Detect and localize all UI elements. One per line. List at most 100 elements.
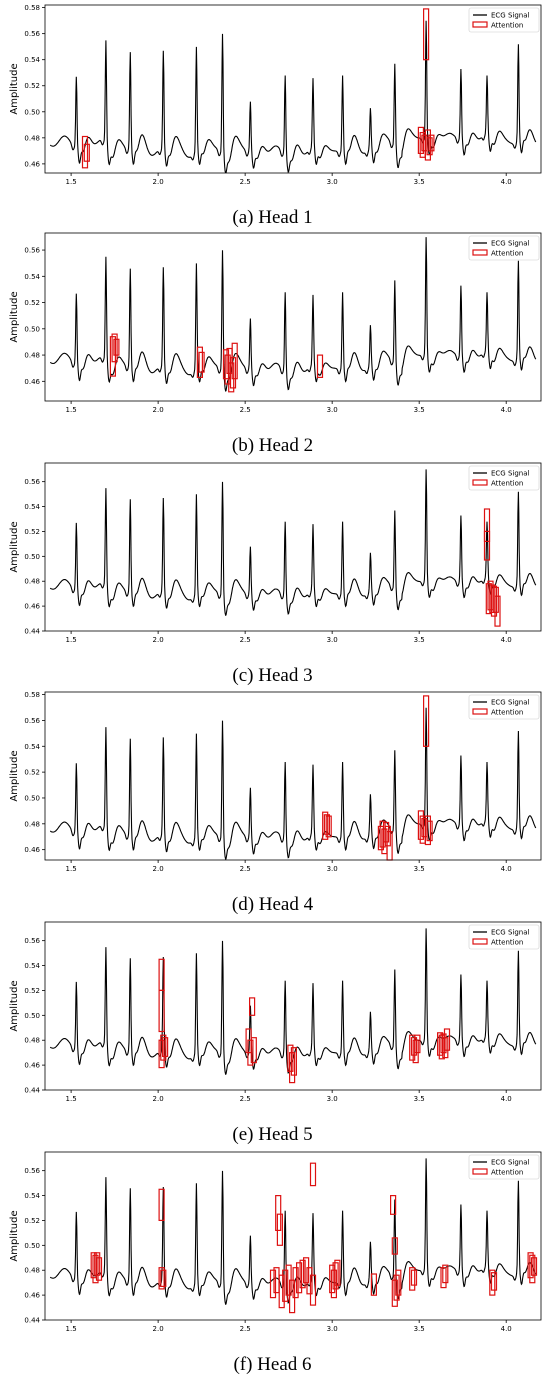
chart-svg: 1.5 2.0 2.5 3.0 3.5 4.0 0.44 0.46 0.48 0.50 0.52 0.… xyxy=(9,462,542,644)
y-tick-label: 0.44 xyxy=(24,1087,40,1095)
attention-box xyxy=(309,1162,317,1187)
y-tick-label: 0.50 xyxy=(24,108,40,116)
attention-box xyxy=(424,815,431,846)
legend-label-attention: Attention xyxy=(491,22,523,30)
y-tick-label: 0.46 xyxy=(24,846,40,854)
attention-box xyxy=(94,1252,101,1276)
attention-box xyxy=(81,135,89,169)
attention-box xyxy=(229,357,237,389)
y-tick-label: 0.46 xyxy=(24,1062,40,1070)
attention-box xyxy=(289,1279,296,1314)
attention-box xyxy=(323,814,330,835)
attention-box xyxy=(492,586,499,613)
attention-box xyxy=(443,1028,451,1051)
axes-frame xyxy=(44,462,542,632)
x-tick-label: 4.0 xyxy=(501,406,512,414)
attention-box xyxy=(160,1034,167,1061)
chart-svg: 1.5 2.0 2.5 3.0 3.5 4.0 0.44 0.46 0.48 0.50 0.52 0.… xyxy=(9,921,542,1103)
legend-label-signal: ECG Signal xyxy=(491,929,530,937)
y-tick-label: 0.56 xyxy=(24,478,40,486)
x-tick-label: 4.0 xyxy=(501,636,512,644)
x-tick-label: 3.5 xyxy=(414,636,425,644)
attention-box xyxy=(95,1257,103,1281)
attention-box xyxy=(395,1269,402,1296)
attention-box xyxy=(489,1269,496,1296)
attention-box xyxy=(250,1037,257,1064)
y-axis-label: Amplitude xyxy=(9,63,20,114)
attention-box xyxy=(83,143,90,162)
x-tick-label: 3.0 xyxy=(327,406,338,414)
y-tick-label: 0.54 xyxy=(24,962,40,970)
legend-label-signal: ECG Signal xyxy=(491,240,530,248)
y-tick-label: 0.50 xyxy=(24,325,40,333)
y-tick-label: 0.46 xyxy=(24,160,40,168)
y-tick-label: 0.52 xyxy=(24,528,40,536)
x-tick-label: 3.5 xyxy=(414,406,425,414)
y-tick-label: 0.56 xyxy=(24,30,40,38)
legend-attention-swatch xyxy=(472,1168,488,1175)
y-tick-label: 0.52 xyxy=(24,299,40,307)
legend-attention-swatch xyxy=(472,249,488,256)
legend-attention-swatch xyxy=(472,938,488,945)
axes-frame xyxy=(44,4,542,174)
attention-box xyxy=(158,1039,165,1069)
y-tick-label: 0.48 xyxy=(24,352,40,360)
attention-box xyxy=(428,134,435,152)
panel-caption: (e) Head 5 xyxy=(232,1124,313,1145)
attention-box xyxy=(412,1039,419,1064)
x-tick-label: 2.5 xyxy=(240,178,251,186)
attention-box xyxy=(247,1039,254,1066)
ecg-signal-line xyxy=(49,237,537,392)
chart-panel-6: 1.5 2.0 2.5 3.0 3.5 4.0 0.44 0.46 0.48 0.50 0.52 0.… xyxy=(0,1147,545,1377)
y-tick-label: 0.48 xyxy=(24,820,40,828)
attention-box xyxy=(160,1269,167,1287)
attention-box xyxy=(417,810,424,840)
attention-box xyxy=(292,1267,299,1299)
x-tick-label: 2.5 xyxy=(240,636,251,644)
y-axis-label: Amplitude xyxy=(9,291,20,342)
legend-label-attention: Attention xyxy=(491,250,523,258)
attention-box xyxy=(231,342,238,380)
legend-label-attention: Attention xyxy=(491,709,523,717)
attention-box xyxy=(158,989,165,1033)
attention-box xyxy=(490,585,498,617)
attention-box xyxy=(309,1274,317,1306)
chart-svg: 1.5 2.0 2.5 3.0 3.5 4.0 0.46 0.48 0.50 0.52 0.54 0.… xyxy=(9,691,542,873)
attention-box xyxy=(410,1269,418,1286)
attention-box xyxy=(334,1259,341,1286)
x-tick-label: 2.0 xyxy=(153,865,164,873)
attention-box xyxy=(424,129,431,161)
attention-box xyxy=(275,1194,282,1231)
x-tick-label: 1.5 xyxy=(66,406,77,414)
panel-caption: (d) Head 4 xyxy=(231,894,314,915)
attention-box xyxy=(440,1033,447,1054)
y-axis-label: Amplitude xyxy=(9,1210,20,1261)
x-tick-label: 3.5 xyxy=(414,1095,425,1103)
attention-box xyxy=(296,1262,303,1294)
y-tick-label: 0.46 xyxy=(24,1292,40,1300)
y-tick-label: 0.58 xyxy=(24,691,40,699)
attention-box xyxy=(409,1267,416,1291)
legend-label-signal: ECG Signal xyxy=(491,699,530,707)
legend-label-attention: Attention xyxy=(491,939,523,947)
attention-box xyxy=(282,1269,289,1302)
panel-caption: (c) Head 3 xyxy=(232,665,313,686)
x-tick-label: 3.5 xyxy=(414,865,425,873)
attention-box xyxy=(437,1032,444,1056)
y-tick-label: 0.44 xyxy=(24,1317,40,1325)
chart-svg: 1.5 2.0 2.5 3.0 3.5 4.0 0.44 0.46 0.48 0.50 0.52 0.… xyxy=(9,1151,542,1333)
y-tick-label: 0.46 xyxy=(24,603,40,611)
legend-attention-swatch xyxy=(472,21,488,28)
x-tick-label: 1.5 xyxy=(66,1325,77,1333)
legend-label-attention: Attention xyxy=(491,480,523,488)
attention-box xyxy=(92,1254,99,1284)
attention-box xyxy=(330,1269,337,1299)
ecg-signal-line xyxy=(49,20,537,173)
attention-box xyxy=(306,1267,313,1295)
x-tick-label: 4.0 xyxy=(501,1325,512,1333)
x-tick-label: 2.0 xyxy=(153,636,164,644)
x-tick-label: 2.5 xyxy=(240,406,251,414)
y-axis-label: Amplitude xyxy=(9,750,20,801)
y-tick-label: 0.54 xyxy=(24,1192,40,1200)
y-tick-label: 0.44 xyxy=(24,628,40,636)
